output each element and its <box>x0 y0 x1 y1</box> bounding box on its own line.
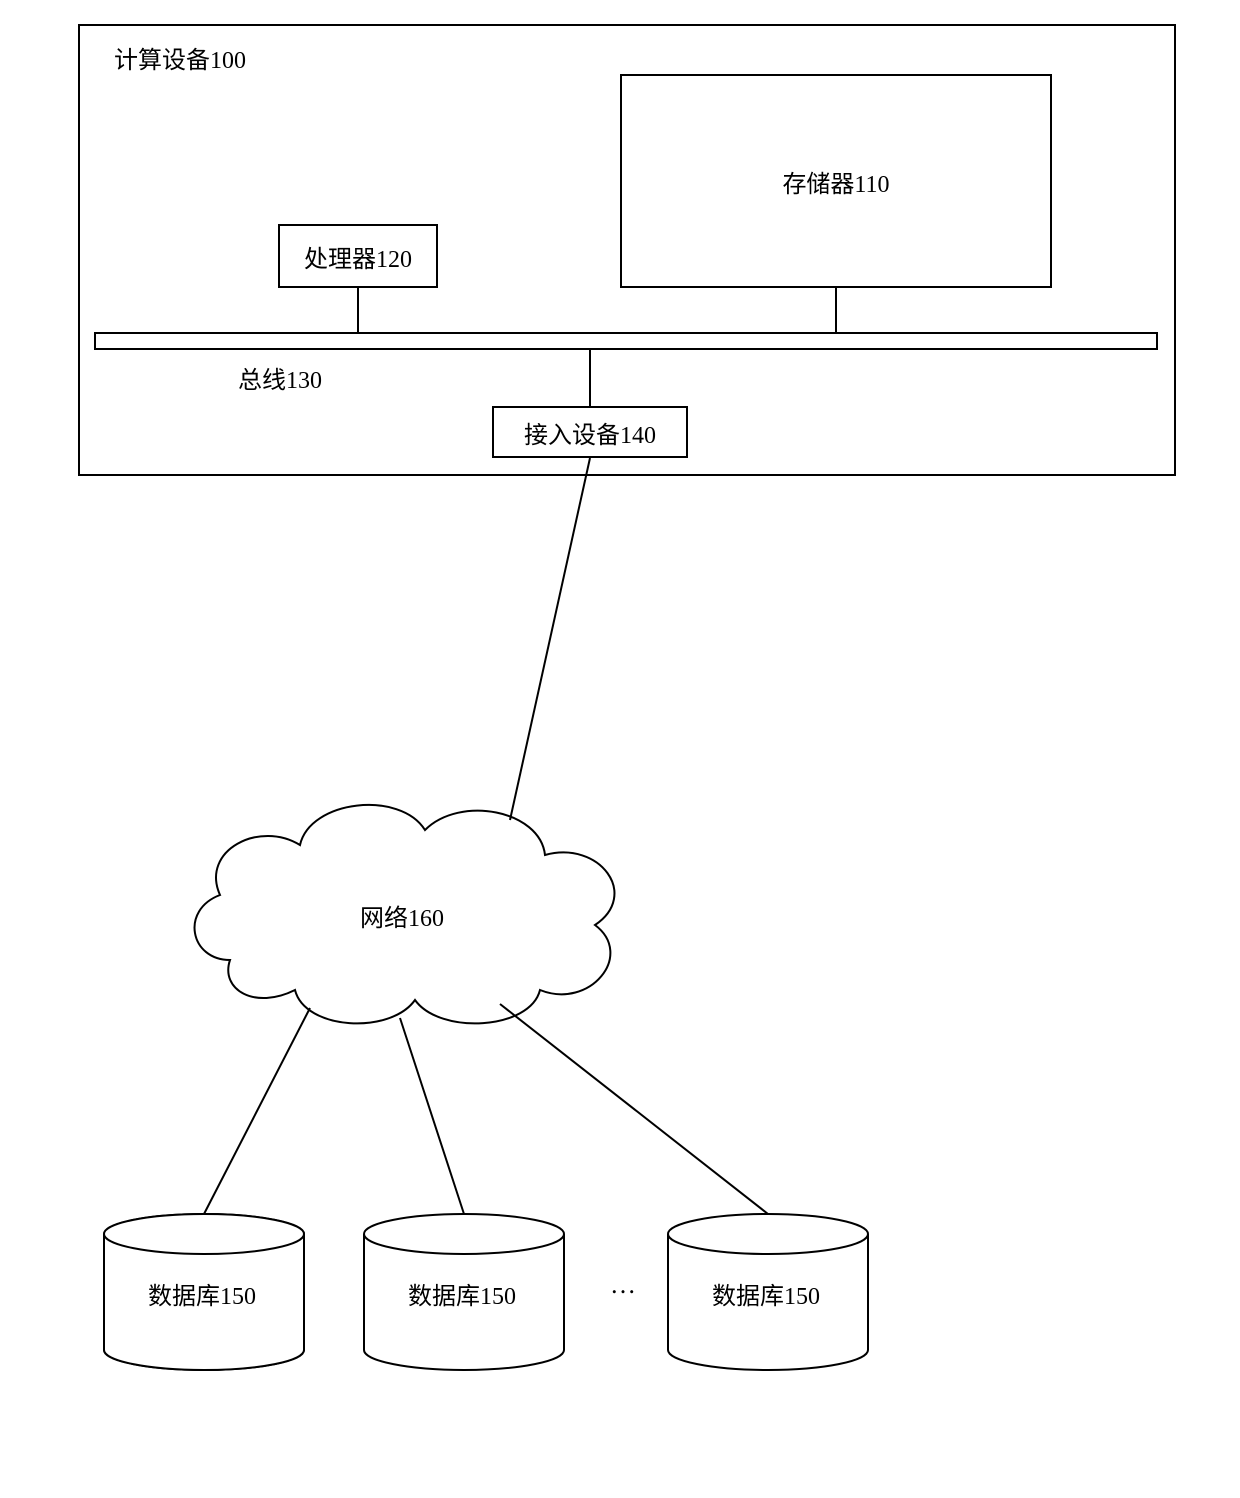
db1-label: 数据库150 <box>148 1276 256 1311</box>
node-processor: 处理器120 <box>278 224 438 288</box>
db2-label: 数据库150 <box>408 1276 516 1311</box>
bus-label: 总线130 <box>238 360 322 395</box>
edge-network-db2 <box>400 1018 464 1214</box>
memory-label: 存储器110 <box>782 164 889 199</box>
ellipsis-label: … <box>610 1270 636 1300</box>
edge-network-db3 <box>500 1004 768 1214</box>
network-label: 网络160 <box>360 898 444 933</box>
edge-network-db1 <box>204 1008 310 1214</box>
access-label: 接入设备140 <box>524 415 656 450</box>
db3-label: 数据库150 <box>712 1276 820 1311</box>
node-memory: 存储器110 <box>620 74 1052 288</box>
edge-access-network <box>510 458 590 820</box>
node-access: 接入设备140 <box>492 406 688 458</box>
diagram-canvas: 计算设备100 存储器110 处理器120 总线130 接入设备140 网络16… <box>0 0 1240 1498</box>
processor-label: 处理器120 <box>304 239 412 274</box>
node-bus <box>94 332 1158 350</box>
device-frame-label: 计算设备100 <box>114 40 246 75</box>
